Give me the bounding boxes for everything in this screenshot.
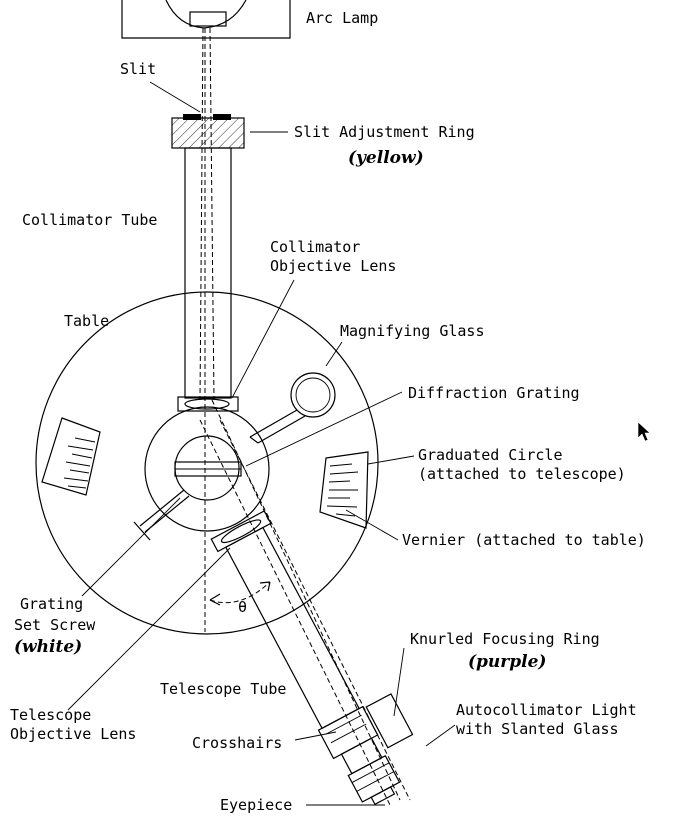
label-telescope-lens-1: Telescope [10, 706, 91, 724]
label-autocollimator-2: with Slanted Glass [456, 720, 619, 738]
label-angle-theta: θ [238, 598, 247, 616]
cursor-icon [637, 421, 651, 442]
label-knurled-ring-color: (purple) [468, 652, 546, 672]
left-vernier [41, 417, 101, 496]
label-collimator-tube: Collimator Tube [22, 211, 157, 229]
label-slit-ring: Slit Adjustment Ring [294, 123, 475, 141]
collimator-tube [184, 147, 232, 399]
label-telescope-tube: Telescope Tube [160, 680, 286, 698]
label-graduated-circle-1: Graduated Circle [418, 446, 563, 464]
label-crosshairs: Crosshairs [192, 734, 282, 752]
label-vernier: Vernier (attached to table) [402, 531, 646, 549]
arc-lamp [121, 0, 291, 39]
telescope-assembly [210, 510, 414, 806]
collimator-objective-lens [177, 396, 239, 412]
table [35, 291, 379, 635]
angle-arc [209, 581, 271, 606]
label-diffraction-grating: Diffraction Grating [408, 384, 580, 402]
leader-lines [67, 81, 456, 806]
magnifying-glass [249, 372, 336, 444]
grating-set-screw [133, 489, 190, 541]
right-vernier [319, 451, 369, 529]
diffraction-grating [174, 461, 242, 477]
label-slit: Slit [120, 60, 156, 78]
label-arc-lamp: Arc Lamp [306, 9, 378, 27]
label-set-screw-1: Grating [20, 595, 83, 613]
label-magnifying-glass: Magnifying Glass [340, 322, 485, 340]
label-telescope-lens-2: Objective Lens [10, 725, 136, 743]
label-table: Table [64, 312, 109, 330]
label-collimator-lens-1: Collimator [270, 238, 360, 256]
light-path [199, 27, 411, 806]
label-collimator-lens-2: Objective Lens [270, 257, 396, 275]
label-knurled-ring: Knurled Focusing Ring [410, 630, 600, 648]
slit-adjustment-ring [171, 114, 245, 149]
label-set-screw-2: Set Screw [14, 616, 96, 634]
label-set-screw-color: (white) [14, 637, 82, 657]
label-autocollimator-1: Autocollimator Light [456, 701, 637, 719]
label-eyepiece: Eyepiece [220, 796, 292, 814]
label-slit-ring-color: (yellow) [348, 148, 424, 168]
label-graduated-circle-2: (attached to telescope) [418, 465, 626, 483]
